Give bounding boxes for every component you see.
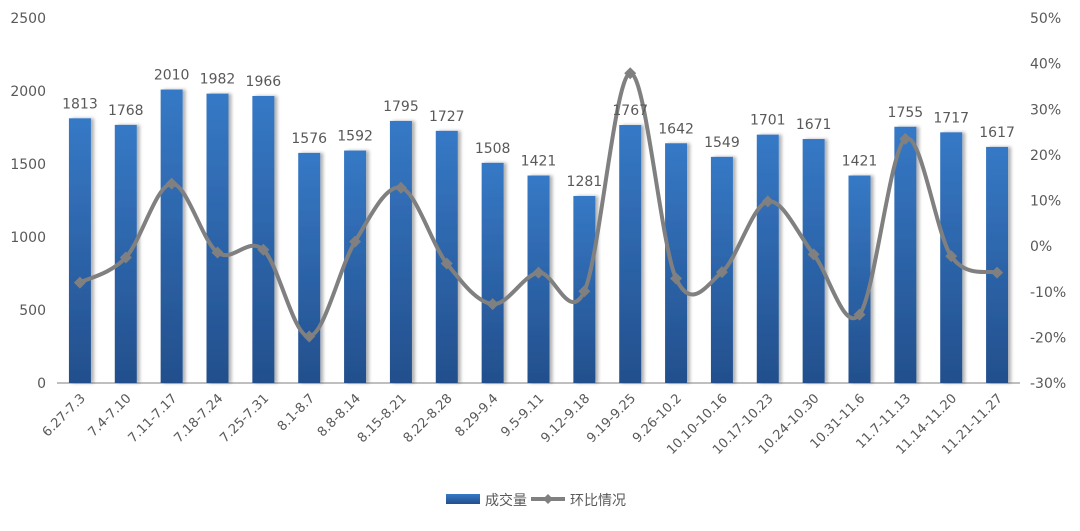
bar-data-label: 1755 [888, 105, 924, 121]
bar-data-label: 1768 [108, 103, 144, 119]
bar-data-label: 1813 [62, 96, 98, 112]
bar-data-label: 1592 [337, 129, 373, 145]
legend: 成交量 环比情况 [446, 492, 626, 509]
bar [986, 146, 1009, 383]
line-point-marker [211, 246, 224, 259]
bar-data-label: 1671 [796, 117, 832, 133]
bar-data-label: 1642 [658, 121, 694, 137]
y-left-tick-label: 500 [19, 303, 46, 319]
bar-data-label: 1549 [704, 135, 740, 151]
bar [619, 125, 642, 383]
bar-data-label: 1421 [842, 154, 878, 170]
line-point-marker [532, 266, 545, 279]
x-tick-label: 8.1-8.7 [275, 391, 318, 434]
y-left-tick-label: 1000 [10, 230, 46, 246]
y-right-tick-label: -20% [1030, 330, 1066, 346]
bar-data-label: 1508 [475, 141, 511, 157]
y-right-tick-label: 40% [1030, 57, 1061, 73]
line-point-marker [715, 266, 728, 279]
x-tick-label: 6.27-7.3 [40, 391, 89, 440]
bar [894, 126, 917, 384]
y-right-tick-label: 0% [1030, 239, 1052, 255]
line-point-marker [945, 250, 958, 263]
bar [848, 175, 871, 383]
bar [435, 130, 458, 383]
line-point-marker [303, 330, 316, 343]
bar-data-label: 1767 [612, 103, 648, 119]
bar [756, 134, 779, 383]
line-point-marker [165, 177, 178, 190]
line-point-marker [257, 243, 270, 256]
legend-label-mom: 环比情况 [570, 493, 626, 509]
line-point-marker [394, 181, 407, 194]
line-point-marker [899, 132, 912, 145]
bar-data-label: 1795 [383, 99, 419, 115]
line-point-marker [578, 285, 591, 298]
bar [527, 175, 550, 383]
bar-data-label: 1701 [750, 113, 786, 129]
legend-bar-swatch [446, 494, 480, 504]
bar [665, 143, 688, 383]
bar [481, 162, 504, 383]
line-point-marker [670, 272, 683, 285]
y-right-tick-label: 50% [1030, 11, 1061, 27]
bar [298, 152, 321, 383]
x-tick-label: 7.11-7.17 [126, 391, 181, 446]
x-tick-label: 9.12-9.18 [538, 391, 593, 446]
line-point-marker [624, 67, 637, 80]
bar-data-label: 1576 [291, 131, 327, 147]
bar [252, 95, 275, 384]
bar [206, 93, 229, 384]
y-right-tick-label: 10% [1030, 194, 1061, 210]
bar-data-label: 1966 [246, 74, 282, 90]
line-point-marker [73, 276, 86, 289]
y-right-tick-label: -10% [1030, 285, 1066, 301]
line-point-marker [853, 308, 866, 321]
bar-data-label: 1982 [200, 72, 236, 88]
line-point-marker [807, 248, 820, 261]
bar-data-label: 1281 [567, 174, 603, 190]
bar [344, 150, 367, 383]
x-tick-label: 7.25-7.31 [217, 391, 272, 446]
y-left-tick-label: 2000 [10, 84, 46, 100]
x-tick-label: 8.15-8.21 [355, 391, 410, 446]
bar-data-label: 1717 [933, 110, 969, 126]
x-tick-label: 8.22-8.28 [401, 391, 456, 446]
x-tick-label: 9.19-9.25 [584, 391, 639, 446]
line-point-marker [991, 266, 1004, 279]
line-point-marker [486, 298, 499, 311]
bar [802, 139, 825, 383]
y-left-tick-label: 1500 [10, 157, 46, 173]
x-tick-label: 7.18-7.24 [171, 391, 226, 446]
y-left-tick-label: 2500 [10, 11, 46, 27]
legend-label-volume: 成交量 [485, 492, 527, 509]
bar [160, 89, 183, 383]
bar-data-label: 1727 [429, 109, 465, 125]
line-point-marker [119, 251, 132, 264]
bar-data-label: 1421 [521, 154, 557, 170]
y-right-tick-label: 30% [1030, 102, 1061, 118]
line-point-marker [761, 195, 774, 208]
line-point-marker [349, 235, 362, 248]
legend-diamond-marker [543, 494, 553, 504]
bar-data-label: 2010 [154, 68, 190, 84]
line-point-marker [440, 257, 453, 270]
y-left-tick-label: 0 [37, 376, 46, 392]
bar [389, 120, 412, 384]
bar-data-label: 1617 [979, 125, 1015, 141]
y-right-tick-label: -30% [1030, 376, 1066, 392]
y-right-tick-label: 20% [1030, 148, 1061, 164]
x-tick-label: 8.29-9.4 [452, 391, 501, 440]
bar [68, 118, 91, 383]
